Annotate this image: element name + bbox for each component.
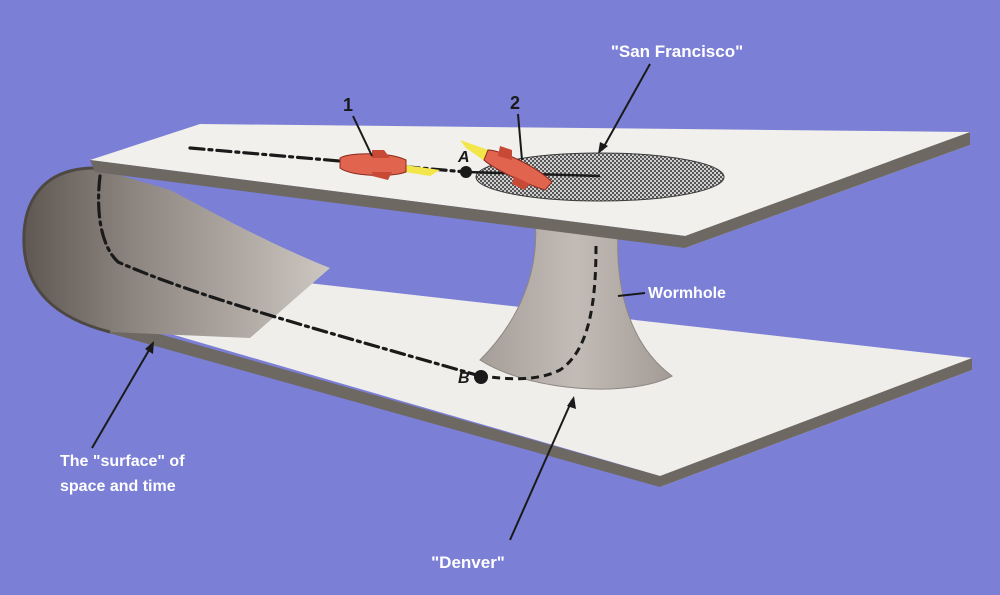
san-francisco-pointer: [601, 63, 651, 151]
denver-arrowhead: [567, 396, 576, 409]
wormhole-throat: [479, 217, 673, 390]
rocket-1-pointer: [352, 115, 373, 157]
surface-label-line2: space and time: [60, 478, 176, 495]
wormhole-label: Wormhole: [648, 285, 726, 302]
rocket-1-label: 1: [343, 95, 353, 115]
surface-arrowhead: [145, 341, 154, 354]
rocket-2-label: 2: [510, 93, 520, 113]
point-b-label: B: [458, 370, 470, 387]
rocket-2-pointer: [517, 113, 523, 161]
wormhole-mouth-top: [475, 152, 725, 202]
rocket-2: [460, 140, 553, 191]
surface-label-line1: The "surface" of: [60, 453, 185, 470]
san-francisco-arrowhead: [598, 142, 608, 154]
san-francisco-label: "San Francisco": [611, 42, 743, 61]
surface-pointer: [91, 344, 153, 449]
point-b-marker: [474, 370, 488, 384]
denver-pointer: [509, 399, 573, 541]
wormhole-path: [489, 245, 598, 381]
point-a-marker: [460, 166, 472, 178]
rocket-1: [339, 150, 440, 180]
wormhole-pointer: [617, 292, 646, 297]
denver-label: "Denver": [431, 553, 505, 572]
point-a-label: A: [457, 149, 470, 166]
